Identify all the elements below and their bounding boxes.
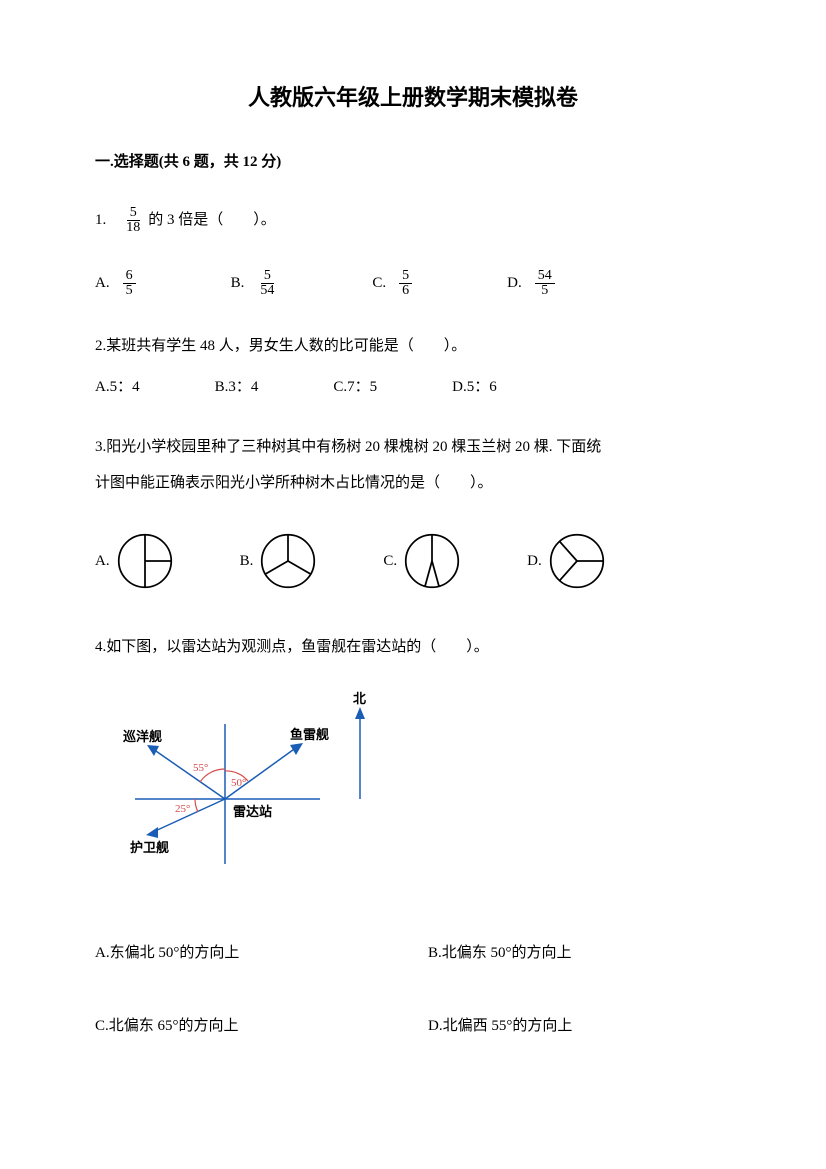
q1-prefix: 1. bbox=[95, 204, 106, 237]
angle-55: 55° bbox=[193, 762, 208, 774]
opt-letter: B. bbox=[240, 545, 254, 578]
frac-num: 5 bbox=[261, 269, 274, 284]
pie-chart-a-icon bbox=[110, 526, 180, 596]
fraction-icon: 6 5 bbox=[123, 269, 136, 298]
q1-option-a: A. 6 5 bbox=[95, 267, 141, 300]
fraction-icon: 54 5 bbox=[535, 269, 555, 298]
q4-option-d: D.北偏西 55°的方向上 bbox=[428, 1010, 731, 1043]
q2-text: 2.某班共有学生 48 人，男女生人数的比可能是（ ）。 bbox=[95, 330, 731, 363]
opt-letter: A. bbox=[95, 267, 110, 300]
page-title: 人教版六年级上册数学期末模拟卷 bbox=[95, 80, 731, 115]
q4-option-a: A.东偏北 50°的方向上 bbox=[95, 937, 398, 970]
q3-option-b: B. bbox=[240, 526, 324, 596]
q4-option-c: C.北偏东 65°的方向上 bbox=[95, 1010, 398, 1043]
q2-option-b: B.3：4 bbox=[215, 371, 259, 404]
fraction-icon: 5 6 bbox=[399, 269, 412, 298]
q3-line1: 3.阳光小学校园里种了三种树其中有杨树 20 棵槐树 20 棵玉兰树 20 棵.… bbox=[95, 429, 731, 465]
opt-letter: B. bbox=[231, 267, 245, 300]
radar-label: 雷达站 bbox=[233, 804, 272, 819]
escort-label: 护卫舰 bbox=[130, 840, 169, 855]
question-1: 1. 5 18 的 3 倍是（ ）。 A. 6 5 B. 5 54 C. 5 bbox=[95, 204, 731, 300]
q1-frac-den: 18 bbox=[123, 221, 143, 235]
q2-option-c: C.7：5 bbox=[333, 371, 377, 404]
frac-den: 5 bbox=[123, 284, 136, 298]
frac-den: 54 bbox=[257, 284, 277, 298]
q1-option-d: D. 54 5 bbox=[507, 267, 560, 300]
q1-text: 的 3 倍是（ ）。 bbox=[148, 204, 276, 237]
q3-option-a: A. bbox=[95, 526, 180, 596]
pie-chart-d-icon bbox=[542, 526, 612, 596]
frac-den: 6 bbox=[399, 284, 412, 298]
q3-line2: 计图中能正确表示阳光小学所种树木占比情况的是（ ）。 bbox=[95, 465, 731, 501]
frac-den: 5 bbox=[538, 284, 551, 298]
angle-25: 25° bbox=[175, 803, 190, 815]
frac-num: 6 bbox=[123, 269, 136, 284]
cruiser-label: 巡洋舰 bbox=[123, 729, 162, 744]
opt-letter: A. bbox=[95, 545, 110, 578]
opt-letter: D. bbox=[507, 267, 522, 300]
question-3: 3.阳光小学校园里种了三种树其中有杨树 20 棵槐树 20 棵玉兰树 20 棵.… bbox=[95, 429, 731, 596]
q1-option-c: C. 5 6 bbox=[372, 267, 417, 300]
q4-option-b: B.北偏东 50°的方向上 bbox=[428, 937, 731, 970]
frac-num: 5 bbox=[399, 269, 412, 284]
section-header: 一.选择题(共 6 题，共 12 分) bbox=[95, 150, 731, 174]
q3-option-d: D. bbox=[527, 526, 612, 596]
pie-chart-b-icon bbox=[253, 526, 323, 596]
q1-fraction: 5 18 bbox=[123, 206, 143, 235]
question-2: 2.某班共有学生 48 人，男女生人数的比可能是（ ）。 A.5：4 B.3：4… bbox=[95, 330, 731, 404]
q4-text: 4.如下图，以雷达站为观测点，鱼雷舰在雷达站的（ ）。 bbox=[95, 631, 731, 664]
q1-frac-num: 5 bbox=[127, 206, 140, 221]
frac-num: 54 bbox=[535, 269, 555, 284]
opt-letter: C. bbox=[372, 267, 386, 300]
q1-option-b: B. 5 54 bbox=[231, 267, 283, 300]
q2-option-d: D.5：6 bbox=[452, 371, 497, 404]
torpedo-label: 鱼雷舰 bbox=[290, 727, 329, 742]
opt-letter: D. bbox=[527, 545, 542, 578]
opt-letter: C. bbox=[383, 545, 397, 578]
question-4: 4.如下图，以雷达站为观测点，鱼雷舰在雷达站的（ ）。 北 巡洋舰 鱼雷舰 护卫… bbox=[95, 631, 731, 1043]
q2-option-a: A.5：4 bbox=[95, 371, 140, 404]
pie-chart-c-icon bbox=[397, 526, 467, 596]
fraction-icon: 5 54 bbox=[257, 269, 277, 298]
radar-diagram-icon: 北 巡洋舰 鱼雷舰 护卫舰 55° 50° 25° 雷达站 bbox=[95, 689, 415, 889]
angle-50: 50° bbox=[231, 777, 246, 789]
q3-option-c: C. bbox=[383, 526, 467, 596]
north-label: 北 bbox=[353, 691, 366, 706]
